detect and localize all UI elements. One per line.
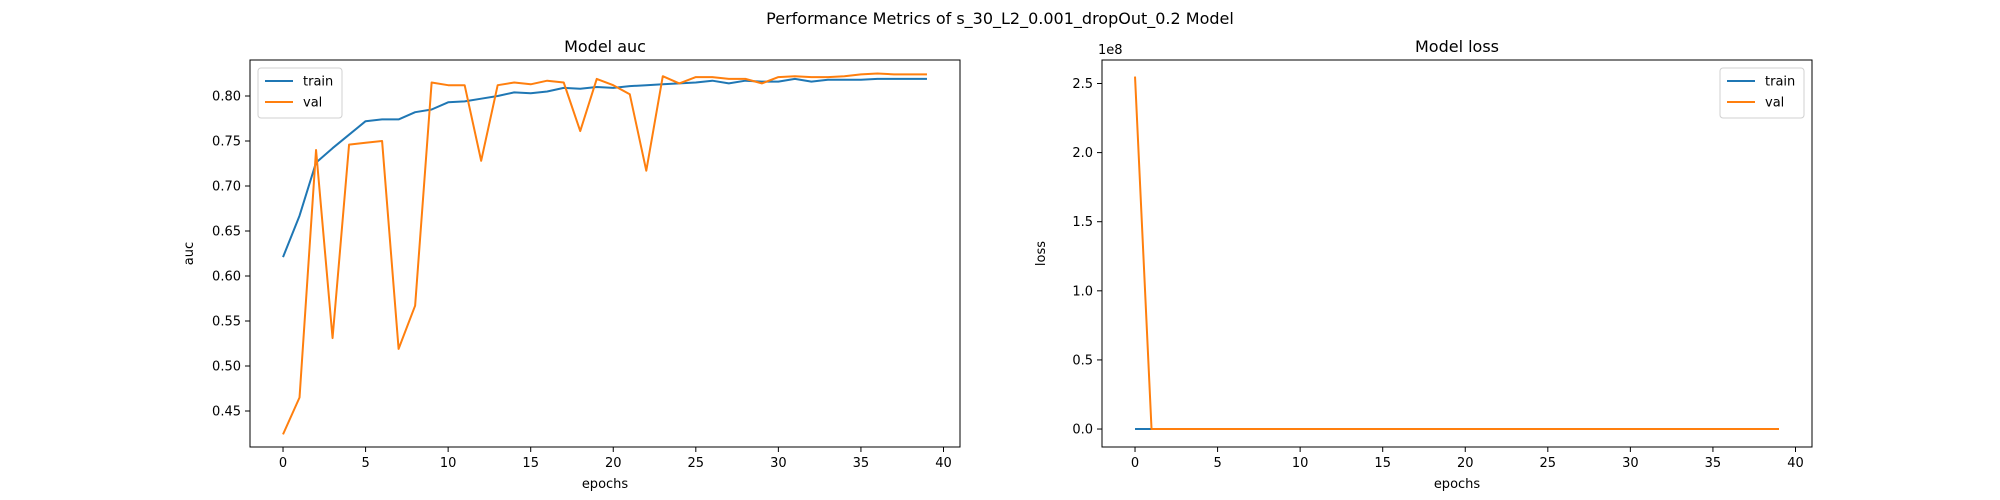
- auc-ytick-label: 0.65: [212, 225, 241, 240]
- auc-ytick-label: 0.45: [212, 405, 241, 420]
- auc-xtick-label: 40: [935, 456, 952, 471]
- loss-legend-train-label: train: [1765, 75, 1795, 90]
- loss-chart-xlabel: epochs: [1434, 477, 1481, 492]
- loss-ytick-label: 2.0: [1072, 146, 1093, 161]
- loss-xtick-label: 0: [1131, 456, 1139, 471]
- auc-xtick-label: 0: [279, 456, 287, 471]
- auc-chart-ylabel: auc: [182, 242, 197, 265]
- auc-xtick-label: 15: [522, 456, 539, 471]
- loss-axes-frame: [1101, 59, 1813, 448]
- loss-xtick-label: 5: [1213, 456, 1221, 471]
- loss-xtick-label: 40: [1787, 456, 1804, 471]
- auc-train-line: [282, 77, 927, 258]
- auc-ytick-label: 0.70: [212, 180, 241, 195]
- auc-chart-panel: Model auc epochs auc 0 5 10 15 20 25 30 35 40 0.4…: [182, 37, 961, 492]
- loss-val-line: [1134, 76, 1779, 431]
- loss-xtick-label: 25: [1540, 456, 1557, 471]
- auc-ytick-label: 0.60: [212, 270, 241, 285]
- auc-chart-title: Model auc: [564, 37, 646, 56]
- loss-xtick-label: 15: [1374, 456, 1391, 471]
- loss-chart-ylabel: loss: [1034, 241, 1049, 266]
- auc-xtick-label: 5: [361, 456, 369, 471]
- auc-xtick-label: 30: [770, 456, 787, 471]
- loss-ytick-label: 0.0: [1072, 423, 1093, 438]
- auc-ytick-label: 0.80: [212, 90, 241, 105]
- auc-legend-train-label: train: [303, 75, 333, 90]
- loss-ytick-label: 1.5: [1072, 215, 1093, 230]
- loss-chart-title: Model loss: [1415, 37, 1499, 56]
- auc-legend: train val: [257, 67, 343, 119]
- loss-xtick-label: 20: [1457, 456, 1474, 471]
- loss-ytick-label: 0.5: [1072, 353, 1093, 368]
- loss-legend-val-label: val: [1765, 96, 1784, 111]
- figure-suptitle: Performance Metrics of s_30_L2_0.001_dro…: [766, 9, 1234, 29]
- auc-xtick-label: 20: [605, 456, 622, 471]
- auc-axes-frame: [249, 59, 961, 448]
- loss-xtick-label: 30: [1622, 456, 1639, 471]
- auc-ytick-label: 0.55: [212, 315, 241, 330]
- loss-xtick-label: 10: [1292, 456, 1309, 471]
- loss-xtick-label: 35: [1705, 456, 1722, 471]
- loss-chart-panel: Model loss epochs loss 1e8 0 5 10 15 20 25 30 3…: [1034, 37, 1813, 492]
- loss-ytick-label: 2.5: [1072, 77, 1093, 92]
- auc-xtick-label: 35: [853, 456, 870, 471]
- loss-legend: train val: [1719, 67, 1805, 119]
- auc-ytick-label: 0.50: [212, 360, 241, 375]
- auc-val-line: [282, 72, 927, 435]
- auc-xtick-label: 10: [440, 456, 457, 471]
- auc-chart-xlabel: epochs: [582, 477, 629, 492]
- auc-legend-val-label: val: [303, 96, 322, 111]
- auc-xtick-label: 25: [688, 456, 705, 471]
- loss-ytick-label: 1.0: [1072, 284, 1093, 299]
- loss-chart-offset-label: 1e8: [1098, 43, 1123, 58]
- auc-ytick-label: 0.75: [212, 135, 241, 150]
